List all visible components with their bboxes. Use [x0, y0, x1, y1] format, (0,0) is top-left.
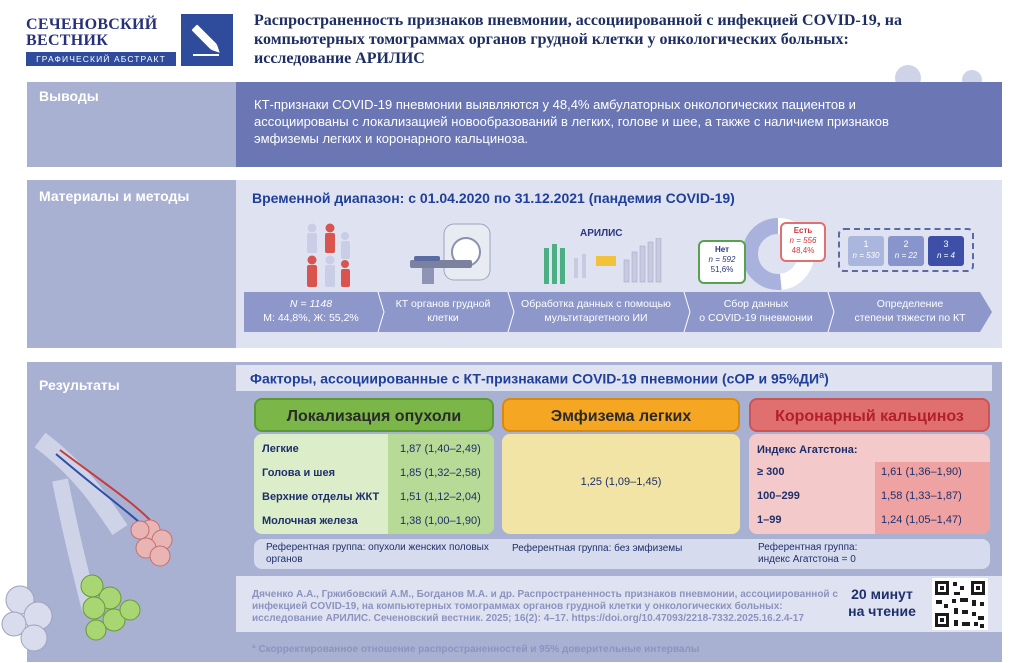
tumor-row-label: Верхние отделы ЖКТ [262, 491, 380, 503]
footnote: ª Скорректированное отношение распростра… [252, 644, 700, 655]
donut-no-n: n = 592 [708, 255, 736, 264]
ai-system-label: АРИЛИС [580, 228, 623, 239]
reading-time-line2: на чтение [848, 603, 916, 619]
severity-n: n = 530 [852, 251, 880, 260]
method-step-line1: N = 1148 [289, 298, 333, 310]
tumor-row: Голова и шея 1,85 (1,32–2,58) [254, 465, 494, 483]
severity-grade: 2 [903, 239, 909, 249]
severity-grade-box: 2 n = 22 [888, 236, 924, 266]
conclusions-text: КТ-признаки COVID-19 пневмонии выявляютс… [254, 97, 889, 146]
calcinosis-card: Индекс Агатстона: ≥ 300 1,61 (1,36–1,90) 1… [749, 434, 990, 534]
tumor-row-label: Голова и шея [262, 467, 336, 479]
method-step: N = 1148 М: 44,8%, Ж: 55,2% [244, 297, 378, 325]
tumor-row-value: 1,38 (1,00–1,90) [400, 515, 481, 527]
method-step: Обработка данных с помощью мультитаргетно… [508, 297, 684, 325]
donut-yes-pct: 48,4% [791, 246, 815, 255]
emphysema-value: 1,25 (1,09–1,45) [580, 476, 662, 488]
method-step: Определение степени тяжести по КТ [828, 297, 992, 325]
results-label: Результаты [39, 377, 120, 393]
conclusions-label: Выводы [39, 88, 99, 104]
method-step-line2: мультитаргетного ИИ [544, 312, 648, 324]
qr-code-icon[interactable] [932, 578, 988, 630]
reference-groups-band [254, 539, 990, 569]
severity-n: n = 4 [936, 251, 955, 260]
method-step-line1: Определение [876, 298, 944, 310]
results-heading-sup: а [819, 370, 825, 380]
method-step: Сбор данных о COVID-19 пневмонии [684, 297, 828, 325]
calcinosis-row: ≥ 300 1,61 (1,36–1,90) [749, 464, 990, 482]
method-step-line2: о COVID-19 пневмонии [699, 312, 813, 324]
donut-no-label: Нет [714, 245, 730, 254]
results-heading-end: ) [824, 370, 829, 387]
calcinosis-row: 100–299 1,58 (1,33–1,87) [749, 488, 990, 506]
method-step-line2: клетки [427, 312, 459, 324]
tumor-row: Верхние отделы ЖКТ 1,51 (1,12–2,04) [254, 489, 494, 507]
severity-n: n = 22 [894, 251, 918, 260]
emphysema-card: 1,25 (1,09–1,45) [502, 434, 740, 534]
pen-icon [181, 14, 233, 66]
severity-grade: 3 [943, 239, 949, 249]
donut-yes-n: n = 556 [789, 236, 817, 245]
patients-icon [307, 223, 350, 287]
calcinosis-values-column [875, 462, 990, 534]
alveoli-illustration [1, 432, 173, 652]
method-step-line1: КТ органов грудной [395, 298, 491, 310]
tumor-row-label: Молочная железа [262, 515, 358, 527]
journal-subtitle: ГРАФИЧЕСКИЙ АБСТРАКТ [26, 52, 176, 66]
method-step-line1: Обработка данных с помощью [521, 298, 671, 310]
ct-scanner-icon [410, 223, 491, 284]
tumor-reference: Референтная группа: опухоли женских поло… [266, 542, 489, 565]
severity-grade-box: 3 n = 4 [928, 236, 964, 266]
donut-label-yes: Есть n = 556 48,4% [780, 222, 826, 262]
severity-grade-box: 1 n = 530 [848, 236, 884, 266]
calcinosis-header: Коронарный кальциноз [749, 398, 990, 432]
donut-no-pct: 51,6% [710, 265, 734, 274]
calcinosis-row-label: 1–99 [757, 514, 782, 526]
tumor-row: Молочная железа 1,38 (1,00–1,90) [254, 513, 494, 531]
citation-box [236, 576, 1002, 632]
journal-logo-wordmark: СЕЧЕНОВСКИЙ ВЕСТНИК [26, 17, 176, 49]
journal-name-line2: ВЕСТНИК [26, 32, 109, 49]
calcinosis-reference: Референтная группа: индекс Агатстона = 0 [758, 542, 858, 565]
calcinosis-row-value: 1,61 (1,36–1,90) [881, 466, 962, 478]
tumor-row-value: 1,87 (1,40–2,49) [400, 443, 481, 455]
reading-time-line1: 20 минут [851, 586, 913, 602]
emphysema-reference: Референтная группа: без эмфиземы [512, 543, 683, 554]
severity-group [838, 228, 974, 272]
severity-grade: 1 [863, 239, 869, 249]
method-step-line2: степени тяжести по КТ [854, 312, 966, 324]
donut-slice-no [742, 218, 782, 290]
calcinosis-row-value: 1,24 (1,05–1,47) [881, 514, 962, 526]
journal-name-line1: СЕЧЕНОВСКИЙ [26, 16, 158, 33]
emphysema-header: Эмфизема легких [502, 398, 740, 432]
tumor-values-column [388, 434, 494, 534]
calcinosis-row: 1–99 1,24 (1,05–1,47) [749, 512, 990, 530]
calcinosis-row-label: ≥ 300 [757, 466, 785, 478]
agatston-index-label: Индекс Агатстона: [757, 444, 858, 456]
results-heading: Факторы, ассоциированные с КТ-признаками… [250, 370, 829, 387]
method-steps-band [244, 292, 992, 332]
method-step: КТ органов грудной клетки [378, 297, 508, 325]
tumor-row-value: 1,85 (1,32–2,58) [400, 467, 481, 479]
reading-time: 20 минут на чтение [840, 586, 924, 620]
time-period: Временной диапазон: с 01.04.2020 по 31.1… [252, 190, 735, 206]
method-step-line1: Сбор данных [723, 298, 789, 310]
citation-text[interactable]: Дяченко А.А., Гржибовский А.М., Богданов… [252, 589, 838, 624]
method-step-line2: М: 44,8%, Ж: 55,2% [263, 312, 359, 324]
tumor-row-label: Легкие [262, 443, 299, 455]
tumor-localization-card: Легкие 1,87 (1,40–2,49) Голова и шея 1,85 (… [254, 434, 494, 534]
donut-label-no: Нет n = 592 51,6% [698, 240, 746, 284]
results-heading-box [236, 365, 992, 391]
calcinosis-row-value: 1,58 (1,33–1,87) [881, 490, 962, 502]
tumor-localization-header: Локализация опухоли [254, 398, 494, 432]
tumor-row-value: 1,51 (1,12–2,04) [400, 491, 481, 503]
calcinosis-row-label: 100–299 [757, 490, 800, 502]
methods-label: Материалы и методы [39, 188, 190, 204]
donut-yes-label: Есть [793, 226, 813, 235]
article-title: Распространенность признаков пневмонии, … [254, 12, 902, 67]
results-heading-text: Факторы, ассоциированные с КТ-признаками… [250, 370, 820, 387]
ai-network-icon [544, 238, 662, 284]
conclusions-box [236, 82, 1002, 167]
tumor-row: Легкие 1,87 (1,40–2,49) [254, 441, 494, 459]
